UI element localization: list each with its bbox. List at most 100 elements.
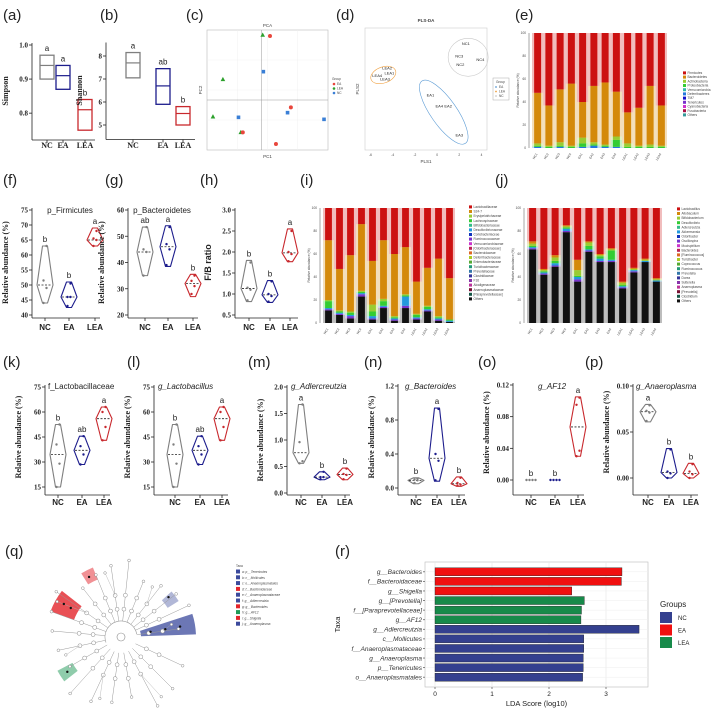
x-tick-label: LEA2 [421,327,428,336]
x-tick-label: LEA [87,323,103,332]
legend-swatch [469,237,472,241]
bar-segment-others [424,311,431,323]
significance-letter: a [576,386,581,395]
legend-label: Lachnospiraceae [474,219,499,223]
legend-label: Coriobacteriaceae [474,233,500,237]
data-point [342,478,345,481]
bar-segment-desulfovibrionaceae [380,305,387,307]
bar-segment-erysipelotrichaceae [380,298,387,302]
y-tick-label: 3.0 [222,207,231,215]
bar-segment-others [630,272,638,323]
y-axis-label: Relative abundance (%) [511,248,515,282]
bar-segment-firmicutes [579,33,587,102]
data-point [434,452,437,456]
bar-segment-firmicutes [624,33,632,113]
data-point [197,444,200,448]
bar-segment-deferribacteres [601,146,609,148]
legend-label: EA [337,82,342,86]
taxon-node [90,665,96,671]
taxon-node [150,585,154,589]
branch [126,581,144,623]
x-tick-label: NC1 [532,152,539,160]
significance-letter: b [343,457,348,466]
bar-segment-desulfovibrio [540,271,548,273]
bar-segment-proteobacteria [579,143,587,147]
x-tick-label: NC [642,498,654,507]
data-point [104,405,107,409]
point-label-nc: NC2 [456,62,465,67]
data-point [66,295,69,299]
legend-label: Bifidobacteriaceae [474,223,500,227]
y-tick-label: 60 [522,77,526,81]
x-tick-label: LEA4 [650,327,657,336]
data-point [45,286,48,290]
branch [123,652,132,698]
branch [140,673,162,697]
bar-segment-firmicutes [567,33,575,84]
x-tick-label: EA2 [583,327,590,334]
bar-segment-oscillospira [619,287,627,289]
taxon-label: g__Shigella [388,588,422,595]
bar-segment-s24-7 [380,240,387,299]
bar-segment-lactobacillus [596,208,604,254]
significance-letter: b [56,414,61,423]
y-axis-label: Relative abundance (%) [97,221,106,304]
bar-segment-lactobacillaceae [446,208,453,279]
bar-segment-desulfovibrionaceae [446,320,453,322]
significance-letter: a [646,393,651,402]
panel-label-k: (k) [3,354,21,371]
bar-segment-akkermansia [529,247,537,249]
bar-segment-lactobacillaceae [402,208,409,248]
legend-label: S24-7 [474,210,483,214]
lda-bar-lea [434,615,582,624]
legend-swatch [495,90,497,93]
x-tick-label: LEA [77,141,94,150]
x-tick-label: EA [663,498,674,507]
bar-segment-others [325,310,332,323]
bar-segment-oscillospira [562,231,570,233]
legend-swatch [469,251,472,255]
bar-segment-bifidobacterium [540,270,548,272]
legend-swatch-nc [660,612,672,623]
x-tick-label: NC [41,141,53,150]
data-point [578,449,581,452]
legend-swatch [236,604,240,609]
bar-segment-lachnospiraceae [413,314,420,318]
violin-nc [49,423,67,488]
legend-label: a: p__Tenericutes [242,570,268,574]
panel-label-n: (n) [364,354,382,371]
bar-segment-ruminococcaceae [347,316,354,319]
taxon-node [68,664,72,669]
legend-label: Akkermansia [682,230,701,234]
highlight-sector-bacteroides [50,590,82,620]
data-point [459,483,462,486]
taxon-node [114,607,120,612]
data-point [200,453,203,456]
bar-segment-others [336,314,343,323]
significance-letter: a [45,44,50,53]
significance-letter: b [529,469,534,478]
taxon-node [123,662,129,667]
taxon-node [92,601,98,607]
legend-swatch [469,210,472,213]
data-point [345,473,348,477]
legend-label: [Ruminococcus] [682,253,705,257]
legend-title: Group [332,77,341,81]
chart-title: p_Firmicutes [47,206,93,215]
bar-segment-proteobacteria [601,145,609,147]
enriched-node [62,602,66,606]
lda-bar-lea [434,596,585,605]
bar-segment-akkermansia [607,259,615,261]
bar-segment-s24-7 [402,247,409,295]
y-axis-label: Relative abundance (%) [602,390,611,473]
y-tick-label: 1.0 [274,437,283,445]
data-point [172,485,175,489]
chart-title: p_Bacteroidetes [133,206,191,215]
taxon-node [129,608,134,614]
bar-segment-erysipelotrichaceae [347,311,354,313]
branch [57,601,87,614]
taxon-node [126,676,131,681]
taxon-node [140,617,146,623]
bar-segment-lachnospiraceae [336,311,343,313]
taxon-node [144,622,149,628]
